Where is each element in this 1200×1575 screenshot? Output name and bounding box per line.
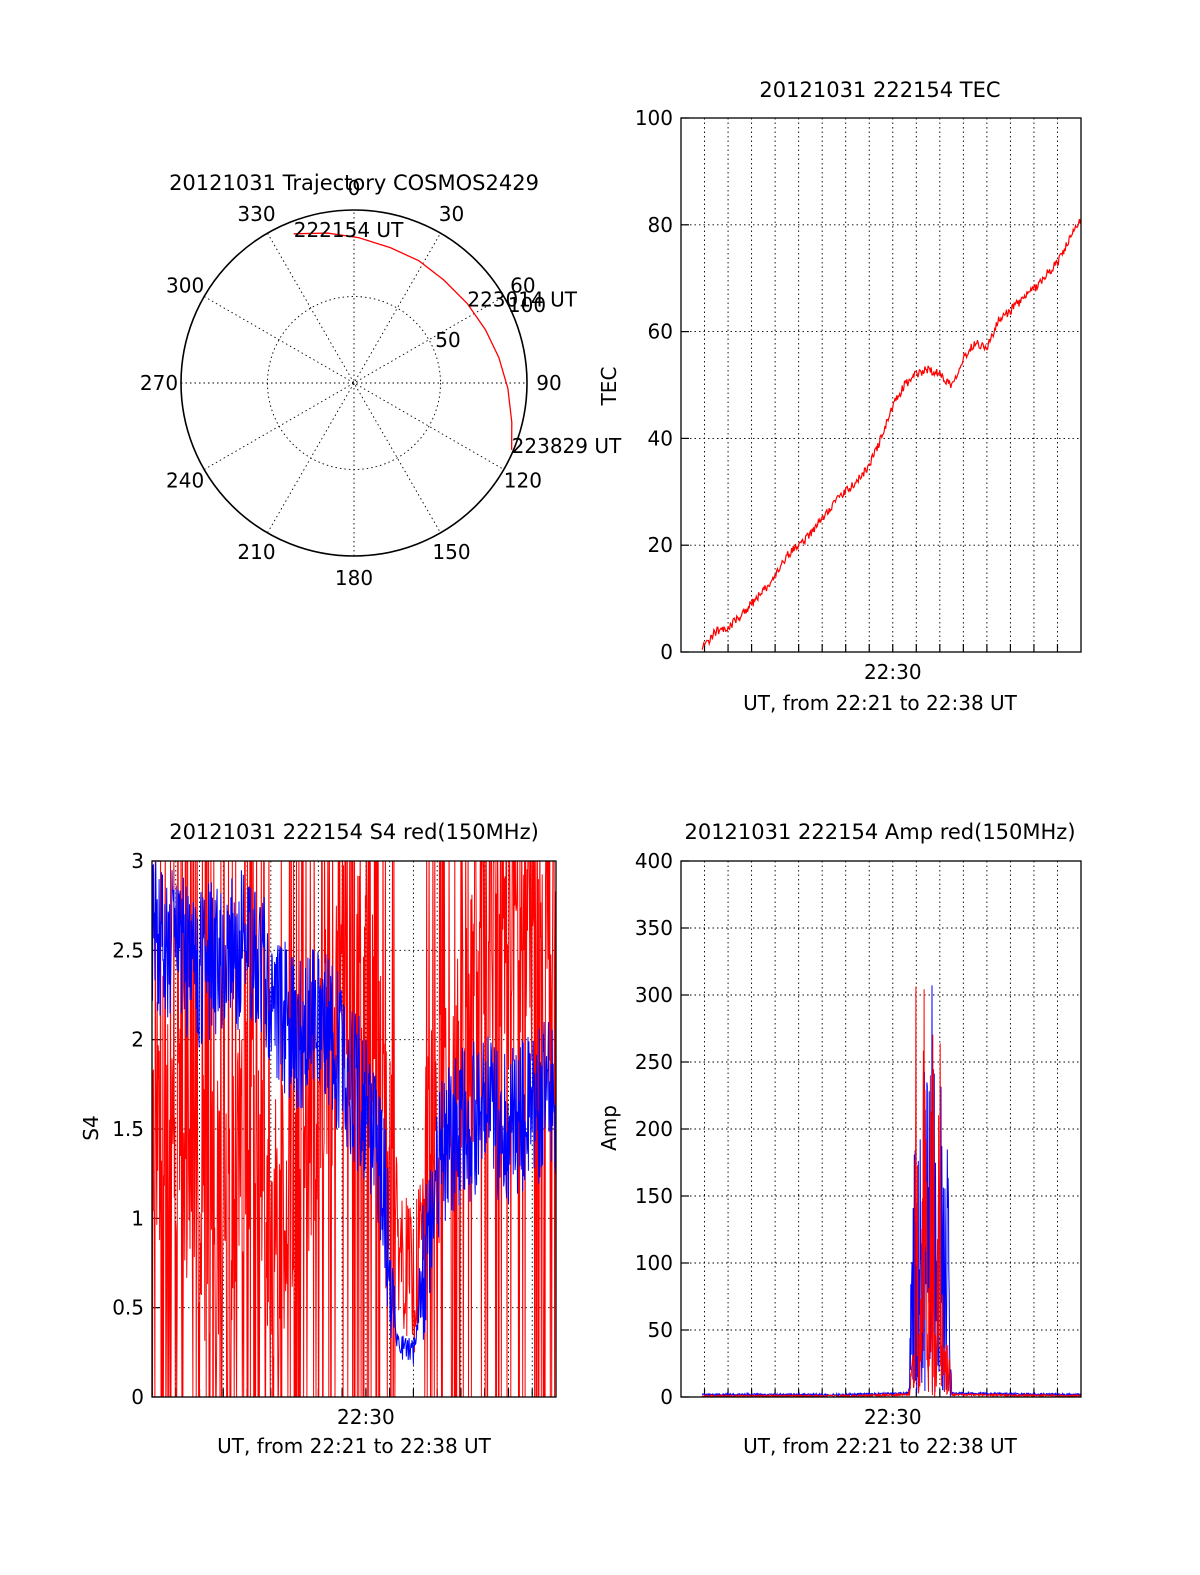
azimuth-label: 120 (504, 469, 542, 493)
y-tick-label: 100 (635, 1251, 673, 1275)
y-tick-label: 100 (635, 106, 673, 130)
x-tick-label: 22:30 (337, 1405, 395, 1429)
amp-plot-area: 0 50 100 150 200 250 300 350 400 22:30 (635, 849, 1082, 1429)
radial-label: 50 (435, 328, 460, 352)
data-series-line (152, 861, 556, 1397)
x-tick-label: 22:30 (864, 1405, 922, 1429)
amp-xlabel: UT, from 22:21 to 22:38 UT (743, 1434, 1018, 1458)
s4-plot-area: 0 0.5 1 1.5 2 2.5 3 22:30 (112, 849, 557, 1429)
tec-ylabel: TEC (597, 367, 621, 407)
trajectory-time-label: 222154 UT (294, 218, 404, 242)
azimuth-label: 60 (510, 274, 535, 298)
azimuth-label: 0 (348, 176, 361, 200)
trajectory-track (293, 232, 513, 450)
y-tick-label: 40 (648, 426, 673, 450)
s4-xlabel: UT, from 22:21 to 22:38 UT (217, 1434, 492, 1458)
azimuth-label: 300 (166, 274, 204, 298)
y-tick-label: 350 (635, 916, 673, 940)
amp-chart: 20121031 222154 Amp red(150MHz) 0 50 100 15… (597, 820, 1082, 1458)
series-group (701, 985, 1081, 1397)
polar-azimuth-labels: 0 30 60 90 120 150 180 210 240 270 300 330 (140, 176, 562, 590)
data-series-line (152, 861, 556, 1365)
polar-grid (180, 209, 528, 557)
plot-frame (680, 860, 1082, 1398)
plot-frame (680, 117, 1082, 653)
y-tick-label: 200 (635, 1117, 673, 1141)
trajectory-title: 20121031 Trajectory COSMOS2429 (169, 171, 539, 195)
y-tick-label: 0 (660, 640, 673, 664)
plot-frame (151, 860, 557, 1398)
amp-ylabel: Amp (597, 1105, 621, 1151)
y-tick-label: 50 (648, 1318, 673, 1342)
radial-label: 100 (508, 293, 546, 317)
y-tick-label: 20 (648, 533, 673, 557)
y-tick-label: 0 (131, 1385, 144, 1409)
y-tick-label: 60 (648, 320, 673, 344)
tec-chart: 20121031 222154 TEC 0 20 40 60 80 100 22:30 UT… (597, 78, 1082, 715)
azimuth-label: 210 (237, 540, 275, 564)
amp-title: 20121031 222154 Amp red(150MHz) (684, 820, 1075, 844)
tec-plot-area: 0 20 40 60 80 100 22:30 (635, 106, 1082, 684)
azimuth-label: 270 (140, 371, 178, 395)
tec-xlabel: UT, from 22:21 to 22:38 UT (743, 691, 1018, 715)
trajectory-line (293, 232, 513, 450)
polar-radial-labels: 50 100 (435, 293, 546, 352)
y-tick-label: 250 (635, 1050, 673, 1074)
y-tick-label: 1.5 (112, 1117, 144, 1141)
polar-spoke (203, 296, 505, 470)
y-tick-label: 300 (635, 983, 673, 1007)
y-tick-label: 400 (635, 849, 673, 873)
y-tick-label: 2.5 (112, 938, 144, 962)
azimuth-label: 240 (166, 469, 204, 493)
tec-title: 20121031 222154 TEC (759, 78, 1000, 102)
trajectory-polar-chart: 20121031 Trajectory COSMOS2429 0 30 60 90 12… (140, 171, 622, 590)
polar-spoke (267, 232, 441, 534)
trajectory-annotations: 222154 UT 223014 UT 223829 UT (294, 218, 622, 458)
azimuth-label: 90 (536, 371, 561, 395)
s4-title: 20121031 222154 S4 red(150MHz) (169, 820, 539, 844)
data-series-line (701, 986, 1081, 1397)
trajectory-time-label: 223829 UT (512, 434, 622, 458)
y-tick-label: 150 (635, 1184, 673, 1208)
azimuth-label: 30 (439, 202, 464, 226)
series-group (152, 861, 556, 1397)
polar-grid-circle (267, 296, 441, 470)
azimuth-label: 150 (432, 540, 470, 564)
y-tick-label: 1 (131, 1206, 144, 1230)
y-tick-label: 80 (648, 213, 673, 237)
s4-ylabel: S4 (79, 1115, 103, 1140)
y-tick-label: 0.5 (112, 1296, 144, 1320)
x-tick-label: 22:30 (864, 660, 922, 684)
polar-outer-circle (180, 209, 528, 557)
y-tick-label: 3 (131, 849, 144, 873)
azimuth-label: 180 (335, 566, 373, 590)
s4-chart: 20121031 222154 S4 red(150MHz) 0 0.5 1 1.5 2… (79, 820, 557, 1458)
azimuth-label: 330 (237, 202, 275, 226)
polar-spoke (203, 296, 505, 470)
series-group (701, 218, 1081, 650)
data-series-line (701, 218, 1081, 650)
trajectory-time-label: 223014 UT (467, 288, 577, 312)
y-tick-label: 2 (131, 1028, 144, 1052)
polar-spoke (267, 232, 441, 534)
y-tick-label: 0 (660, 1385, 673, 1409)
